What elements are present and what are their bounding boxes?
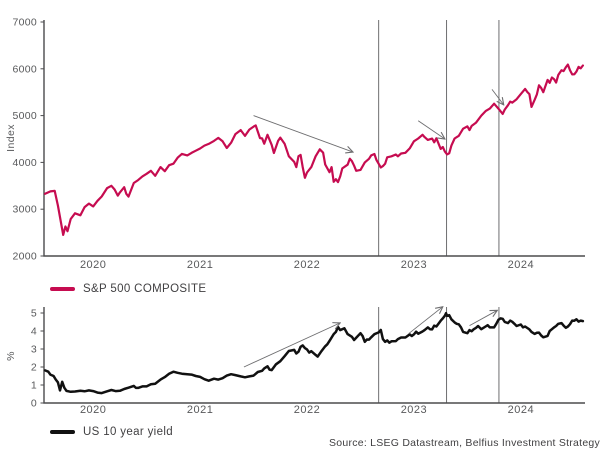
- trend-arrow: [491, 89, 504, 104]
- x-axis-tick-label: 2022: [294, 259, 320, 271]
- trend-arrow: [408, 307, 443, 335]
- trend-arrow: [243, 323, 340, 368]
- y-axis-tick-label: 7000: [12, 17, 37, 29]
- y-axis-tick-label: 5: [31, 308, 37, 320]
- source-note: Source: LSEG Datastream, Belfius Investm…: [329, 437, 600, 449]
- y-axis-tick-label: 3: [31, 344, 37, 356]
- x-axis-tick-label: 2024: [508, 259, 534, 271]
- y-axis-tick-label: 3000: [12, 204, 37, 216]
- y-axis-tick-label: 6000: [12, 63, 37, 75]
- sp500-line-swatch: [50, 287, 75, 291]
- trend-arrow: [417, 120, 445, 139]
- x-axis-tick-label: 2021: [187, 404, 213, 416]
- y-axis-tick-label: 0: [31, 398, 37, 410]
- x-axis-tick-label: 2022: [294, 404, 320, 416]
- trend-arrow: [253, 115, 353, 153]
- legend-label-sp500: S&P 500 COMPOSITE: [83, 283, 207, 295]
- y-axis-title-bottom: %: [5, 351, 17, 361]
- legend-label-us10y: US 10 year yield: [83, 426, 173, 438]
- y-axis-tick-label: 1: [31, 380, 37, 392]
- legend-us10y: US 10 year yield: [50, 426, 173, 438]
- x-axis-tick-label: 2024: [508, 404, 534, 416]
- sp500-series-line: [43, 63, 585, 236]
- y-axis-tick-label: 2: [31, 362, 37, 374]
- us10y-series-line: [43, 311, 585, 395]
- trend-arrow: [469, 310, 498, 326]
- y-axis-tick-label: 5000: [12, 110, 37, 122]
- us10y-line-swatch: [50, 430, 75, 434]
- x-axis-tick-label: 2023: [401, 259, 427, 271]
- x-axis-tick-label: 2021: [187, 259, 213, 271]
- x-axis-tick-label: 2023: [401, 404, 427, 416]
- x-axis-tick-label: 2020: [80, 259, 106, 271]
- y-axis-tick-label: 2000: [12, 251, 37, 263]
- y-axis-tick-label: 4000: [12, 157, 37, 169]
- legend-sp500: S&P 500 COMPOSITE: [50, 283, 206, 295]
- y-axis-tick-label: 4: [31, 326, 37, 338]
- y-axis-title-top: Index: [5, 124, 17, 152]
- x-axis-tick-label: 2020: [80, 404, 106, 416]
